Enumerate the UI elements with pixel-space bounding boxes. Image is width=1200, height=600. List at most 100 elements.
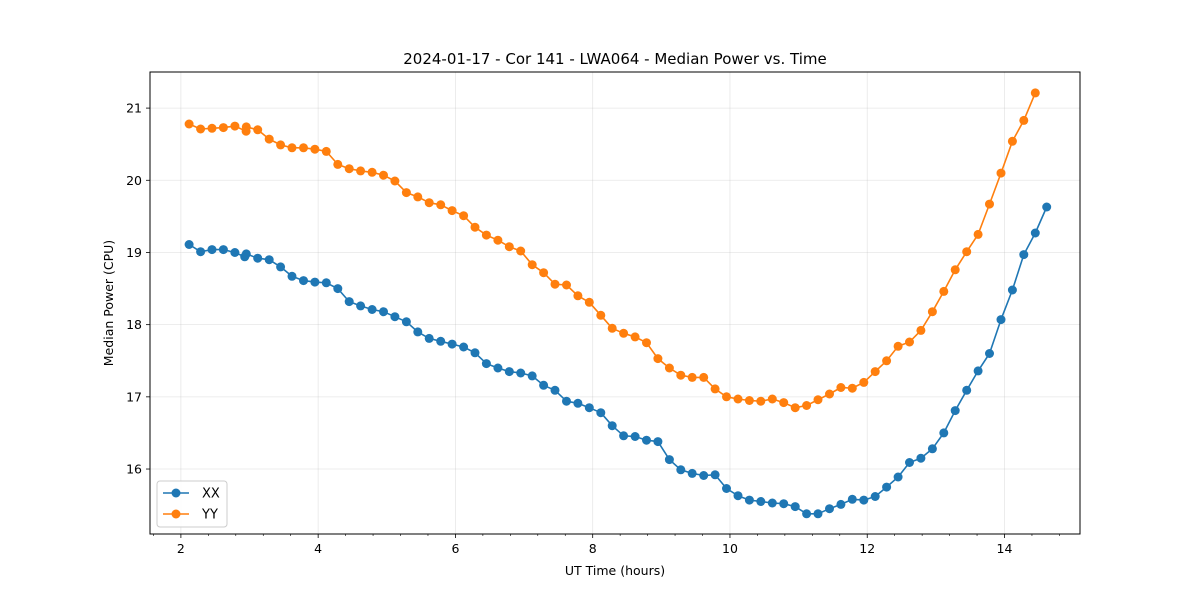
data-point-xx <box>847 494 857 504</box>
data-point-yy <box>287 143 297 153</box>
data-point-xx <box>253 253 263 263</box>
data-point-yy <box>619 328 629 338</box>
data-point-xx <box>379 307 388 317</box>
data-point-yy <box>470 222 480 232</box>
legend: XX YY <box>156 480 228 528</box>
data-point-xx <box>1042 202 1052 212</box>
data-point-yy <box>882 356 892 366</box>
y-tick-label: 19 <box>126 245 142 260</box>
x-tick-label: 12 <box>859 541 875 556</box>
data-point-xx <box>676 465 686 475</box>
data-point-yy <box>664 363 674 373</box>
data-point-xx <box>905 458 914 467</box>
data-point-yy <box>905 337 914 347</box>
x-tick-label: 6 <box>451 541 459 556</box>
data-point-yy <box>893 341 903 351</box>
data-point-xx <box>916 453 926 463</box>
data-point-xx <box>299 276 308 286</box>
data-point-xx <box>962 385 972 395</box>
data-point-xx <box>516 368 526 378</box>
data-point-yy <box>184 119 194 129</box>
x-tick-label: 10 <box>722 541 738 556</box>
data-point-xx <box>699 471 709 480</box>
y-tick-label: 21 <box>126 101 142 116</box>
series-line-yy <box>188 92 1037 409</box>
data-point-yy <box>607 323 617 333</box>
data-point-yy <box>356 166 366 176</box>
data-point-xx <box>630 432 640 441</box>
data-point-xx <box>390 312 400 322</box>
data-point-xx <box>653 437 663 447</box>
data-point-yy <box>196 124 206 134</box>
data-point-yy <box>790 403 800 413</box>
x-tick-label: 2 <box>177 541 185 556</box>
data-point-yy <box>825 389 834 399</box>
data-point-yy <box>870 367 880 377</box>
data-point-yy <box>1007 136 1017 146</box>
x-tick-label: 8 <box>589 541 597 556</box>
data-point-xx <box>287 271 297 281</box>
data-point-xx <box>927 444 937 454</box>
data-point-yy <box>481 230 491 240</box>
data-point-yy <box>642 338 651 348</box>
data-point-xx <box>893 472 903 482</box>
data-point-xx <box>825 504 834 514</box>
data-point-yy <box>527 260 537 270</box>
data-point-xx <box>356 301 366 311</box>
data-point-xx <box>550 385 560 395</box>
data-point-yy <box>756 396 766 406</box>
data-point-yy <box>733 394 743 404</box>
data-point-xx <box>344 297 354 307</box>
x-tick-label: 4 <box>314 541 322 556</box>
data-point-yy <box>264 134 274 144</box>
data-point-xx <box>481 359 491 369</box>
data-point-xx <box>1030 228 1040 238</box>
data-point-yy <box>710 384 720 394</box>
data-point-xx <box>539 380 549 390</box>
data-point-yy <box>436 200 446 210</box>
axes-frame <box>149 71 1081 535</box>
data-point-yy <box>333 159 343 169</box>
y-tick-label: 17 <box>126 389 142 404</box>
data-point-yy <box>550 279 560 289</box>
data-point-yy <box>985 199 994 209</box>
data-point-xx <box>607 421 617 431</box>
data-point-xx <box>790 502 800 512</box>
data-point-xx <box>367 305 377 314</box>
data-point-xx <box>813 509 823 519</box>
data-point-xx <box>996 315 1006 325</box>
data-point-yy <box>299 143 308 153</box>
data-point-xx <box>527 371 537 381</box>
data-point-yy <box>276 140 286 150</box>
data-point-yy <box>207 123 217 133</box>
data-point-yy <box>367 167 377 177</box>
data-point-xx <box>950 406 960 416</box>
data-point-yy <box>996 168 1006 178</box>
data-point-xx <box>710 470 720 480</box>
data-point-xx <box>447 339 457 349</box>
data-point-yy <box>218 123 228 133</box>
series-layer <box>184 88 1052 519</box>
data-point-yy <box>459 211 469 221</box>
y-axis-label: Median Power (CPU) <box>101 240 116 366</box>
data-point-xx <box>321 278 331 288</box>
data-point-xx <box>744 495 754 505</box>
data-point-yy <box>653 354 663 364</box>
data-point-yy <box>939 286 949 296</box>
data-point-xx <box>184 240 194 249</box>
data-point-xx <box>1007 285 1017 295</box>
data-point-yy <box>699 372 709 382</box>
data-point-yy <box>950 265 960 275</box>
data-point-yy <box>424 198 434 208</box>
data-point-xx <box>756 497 766 506</box>
data-point-yy <box>962 247 972 257</box>
data-point-yy <box>916 325 926 335</box>
data-point-xx <box>196 247 206 257</box>
y-tick-label: 20 <box>126 173 142 188</box>
data-point-xx <box>664 455 674 465</box>
data-point-xx <box>276 262 286 272</box>
chart-title: 2024-01-17 - Cor 141 - LWA064 - Median P… <box>403 50 827 68</box>
series-xx <box>184 202 1052 519</box>
data-point-yy <box>927 307 937 317</box>
